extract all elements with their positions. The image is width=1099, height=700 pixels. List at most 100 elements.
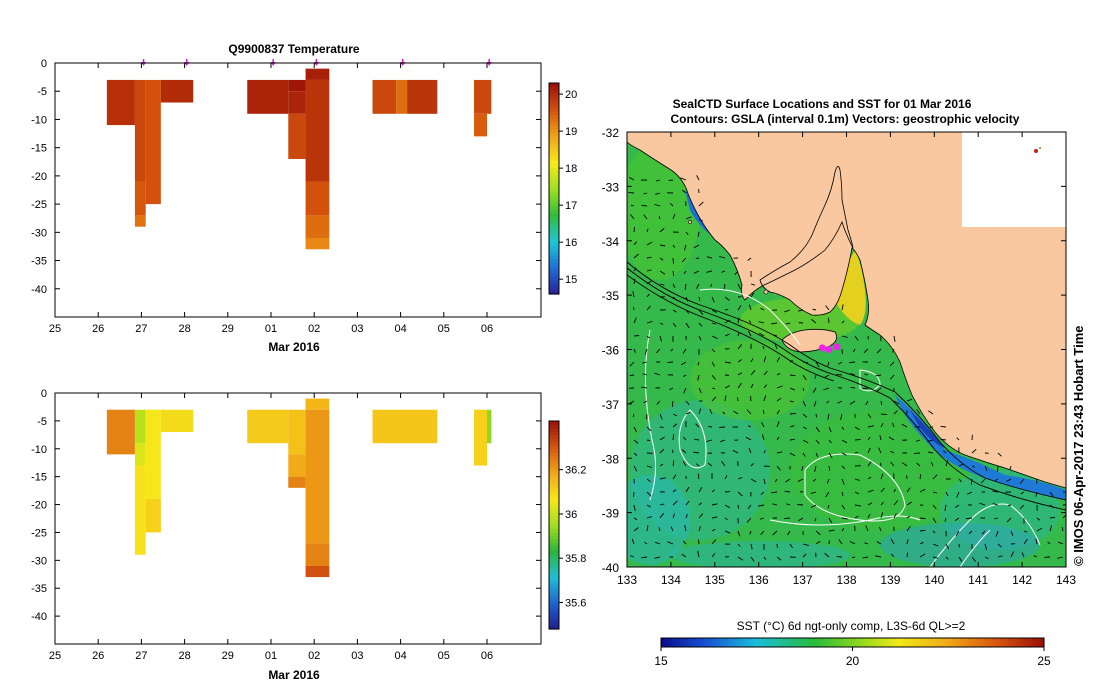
temperature-colorbar-segment [549, 174, 559, 179]
salinity-colorbar-segment [549, 559, 559, 564]
temperature-colorbar-tick-label: 18 [565, 163, 577, 175]
velocity-vector [644, 541, 648, 545]
temperature-colorbar-segment [549, 160, 559, 165]
salinity-colorbar-segment [549, 483, 559, 488]
temperature-colorbar-segment [549, 223, 559, 228]
velocity-vector [646, 465, 652, 468]
velocity-vector [994, 478, 999, 481]
velocity-vector [919, 474, 922, 480]
salinity-colorbar-segment [549, 476, 559, 481]
velocity-vector [901, 462, 908, 467]
velocity-vector [763, 395, 767, 402]
gsla-contours [644, 288, 1041, 567]
velocity-vector [682, 540, 687, 545]
velocity-vector [724, 395, 727, 402]
velocity-vector [633, 426, 637, 433]
velocity-vector [710, 283, 713, 287]
temperature-panel: Q9900837 Temperature 25 26 27 28 29 01 02 03 04 0… [31, 42, 577, 354]
velocity-vector [672, 434, 675, 441]
velocity-vector [814, 517, 817, 522]
velocity-vector [815, 540, 821, 545]
velocity-vector [1062, 514, 1066, 519]
salinity-cell [134, 465, 146, 555]
velocity-vector [1006, 517, 1012, 523]
velocity-vector [849, 540, 856, 545]
velocity-vector [996, 465, 999, 472]
velocity-vector [802, 387, 805, 392]
velocity-vector [669, 202, 674, 207]
velocity-vector [892, 422, 895, 428]
velocity-vector [864, 373, 869, 376]
salinity-colorbar-frame [548, 420, 560, 630]
velocity-vector [737, 504, 740, 509]
map-y-tick-label: -36 [602, 344, 620, 358]
temperature-colorbar-segment [549, 104, 559, 109]
temperature-cell [106, 79, 135, 126]
velocity-vector [750, 292, 755, 298]
velocity-vector [646, 413, 648, 420]
temperature-cell [396, 79, 408, 114]
velocity-vector [970, 478, 973, 485]
salinity-plot-frame [54, 392, 542, 645]
salinity-x-tick-label: 25 [49, 650, 61, 662]
velocity-vector [789, 412, 796, 415]
velocity-vector [681, 449, 687, 454]
velocity-vector [943, 450, 947, 454]
velocity-vector [698, 502, 702, 506]
velocity-vector [787, 530, 791, 536]
velocity-vector [854, 451, 859, 454]
temperature-colorbar-segment [549, 202, 559, 207]
velocity-vector [682, 374, 687, 378]
salinity-colorbar-segment [549, 611, 559, 616]
velocity-vector [724, 319, 731, 324]
velocity-vector [733, 410, 739, 415]
temperature-colorbar-segment [549, 184, 559, 190]
velocity-vector [837, 400, 843, 404]
velocity-vector [958, 478, 962, 483]
salinity-x-tick-label: 03 [351, 650, 363, 662]
salinity-cell [145, 498, 161, 533]
velocity-vector [940, 425, 947, 428]
velocity-vector [737, 372, 743, 376]
velocity-vector [776, 372, 781, 376]
temperature-colorbar-segment [549, 111, 559, 116]
temperature-axes: 25 26 27 28 29 01 02 03 04 05 06 0 -5 -10 -15 -20 -25 -30… [31, 58, 541, 335]
velocity-vector [901, 423, 908, 428]
velocity-vector [761, 434, 765, 441]
velocity-vector [893, 489, 896, 493]
velocity-vector [646, 504, 651, 508]
velocity-vector [1049, 516, 1056, 519]
velocity-vector [1035, 491, 1038, 497]
sst-map-panel: SealCTD Surface Locations and SST for 01… [602, 97, 1086, 668]
velocity-vector [762, 409, 765, 415]
map-x-tick-label: 133 [617, 573, 637, 587]
velocity-vector [992, 490, 999, 493]
velocity-vector [776, 356, 781, 363]
velocity-vector [919, 488, 926, 493]
velocity-vector [685, 486, 690, 493]
velocity-vector [683, 244, 687, 251]
temperature-colorbar-segment [549, 153, 559, 158]
velocity-vector [708, 425, 713, 428]
velocity-vector [643, 214, 648, 220]
velocity-vector [707, 462, 713, 467]
salinity-colorbar-segment [549, 583, 559, 588]
velocity-vector [633, 452, 638, 456]
temperature-colorbar-segment [549, 195, 559, 200]
salinity-colorbar-segment [549, 448, 559, 453]
temperature-colorbar-segment [549, 286, 559, 292]
velocity-vector [774, 343, 778, 350]
velocity-vector [641, 204, 648, 207]
velocity-vector [644, 348, 648, 355]
velocity-vector [854, 504, 861, 507]
velocity-vector [628, 192, 635, 194]
map-y-tick-label: -34 [602, 235, 620, 249]
velocity-vector [761, 422, 765, 428]
temperature-y-tick-label: -10 [31, 114, 47, 126]
velocity-vector [659, 283, 665, 286]
velocity-vector [823, 387, 830, 391]
velocity-vector [698, 486, 703, 493]
temperature-cell [160, 79, 194, 103]
velocity-vector [745, 436, 752, 441]
salinity-colorbar-segment [549, 466, 559, 471]
